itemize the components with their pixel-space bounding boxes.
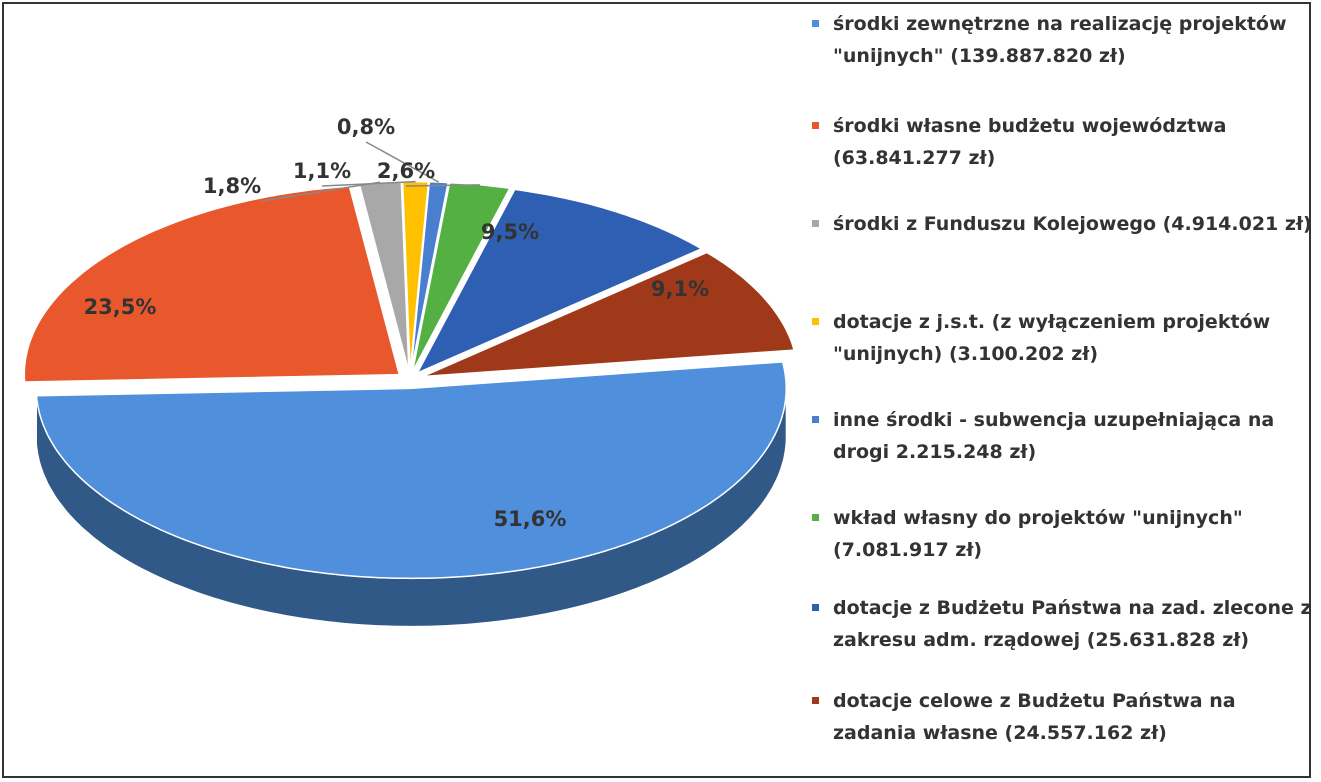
slice [422, 251, 796, 378]
legend-item: inne środki - subwencja uzupełniająca na… [812, 404, 1312, 468]
legend-item: dotacje celowe z Budżetu Państwa na zada… [812, 685, 1312, 749]
legend-item: środki zewnętrzne na realizację projektó… [812, 8, 1312, 72]
legend-swatch [812, 514, 819, 521]
legend-item: dotacje z Budżetu Państwa na zad. zlecon… [812, 592, 1312, 656]
legend-swatch [812, 604, 819, 611]
data-label: 23,5% [84, 295, 157, 319]
slice [35, 361, 787, 580]
legend-swatch [812, 416, 819, 423]
slice [415, 188, 704, 375]
legend-label: środki z Funduszu Kolejowego (4.914.021 … [833, 213, 1312, 235]
legend-swatch [812, 220, 819, 227]
legend-item: wkład własny do projektów "unijnych" (7.… [812, 502, 1312, 566]
legend-label: dotacje z j.s.t. (z wyłączeniem projektó… [833, 311, 1271, 365]
legend-item: środki z Funduszu Kolejowego (4.914.021 … [812, 208, 1312, 240]
data-label: 51,6% [494, 507, 567, 531]
leader-line [365, 141, 440, 183]
legend-item: środki własne budżetu województwa (63.84… [812, 110, 1312, 174]
legend-label: środki własne budżetu województwa (63.84… [833, 115, 1227, 169]
leader-line [261, 181, 381, 202]
legend-swatch [812, 318, 819, 325]
data-label: 1,1% [293, 159, 351, 183]
legend-label: wkład własny do projektów "unijnych" (7.… [833, 507, 1243, 561]
legend-swatch [812, 122, 819, 129]
legend-label: dotacje celowe z Budżetu Państwa na zada… [833, 690, 1236, 744]
legend-label: inne środki - subwencja uzupełniająca na… [833, 409, 1275, 463]
data-label: 9,5% [481, 220, 539, 244]
legend-item: dotacje z j.s.t. (z wyłączeniem projektó… [812, 306, 1312, 370]
leader-line [321, 180, 416, 187]
slice [411, 181, 511, 373]
legend-label: środki zewnętrzne na realizację projektó… [833, 13, 1287, 67]
legend-label: dotacje z Budżetu Państwa na zad. zlecon… [833, 597, 1312, 651]
legend-swatch [812, 697, 819, 704]
data-label: 0,8% [337, 115, 395, 139]
data-label: 1,8% [203, 174, 261, 198]
data-label: 9,1% [651, 277, 709, 301]
leader-line [405, 184, 480, 187]
legend-swatch [812, 20, 819, 27]
data-label: 2,6% [377, 159, 435, 183]
pie-area: 51,6% 23,5% 1,8% 1,1% 0,8% 2,6% 9,5% 9,1% [23, 115, 796, 627]
slice [23, 185, 401, 383]
